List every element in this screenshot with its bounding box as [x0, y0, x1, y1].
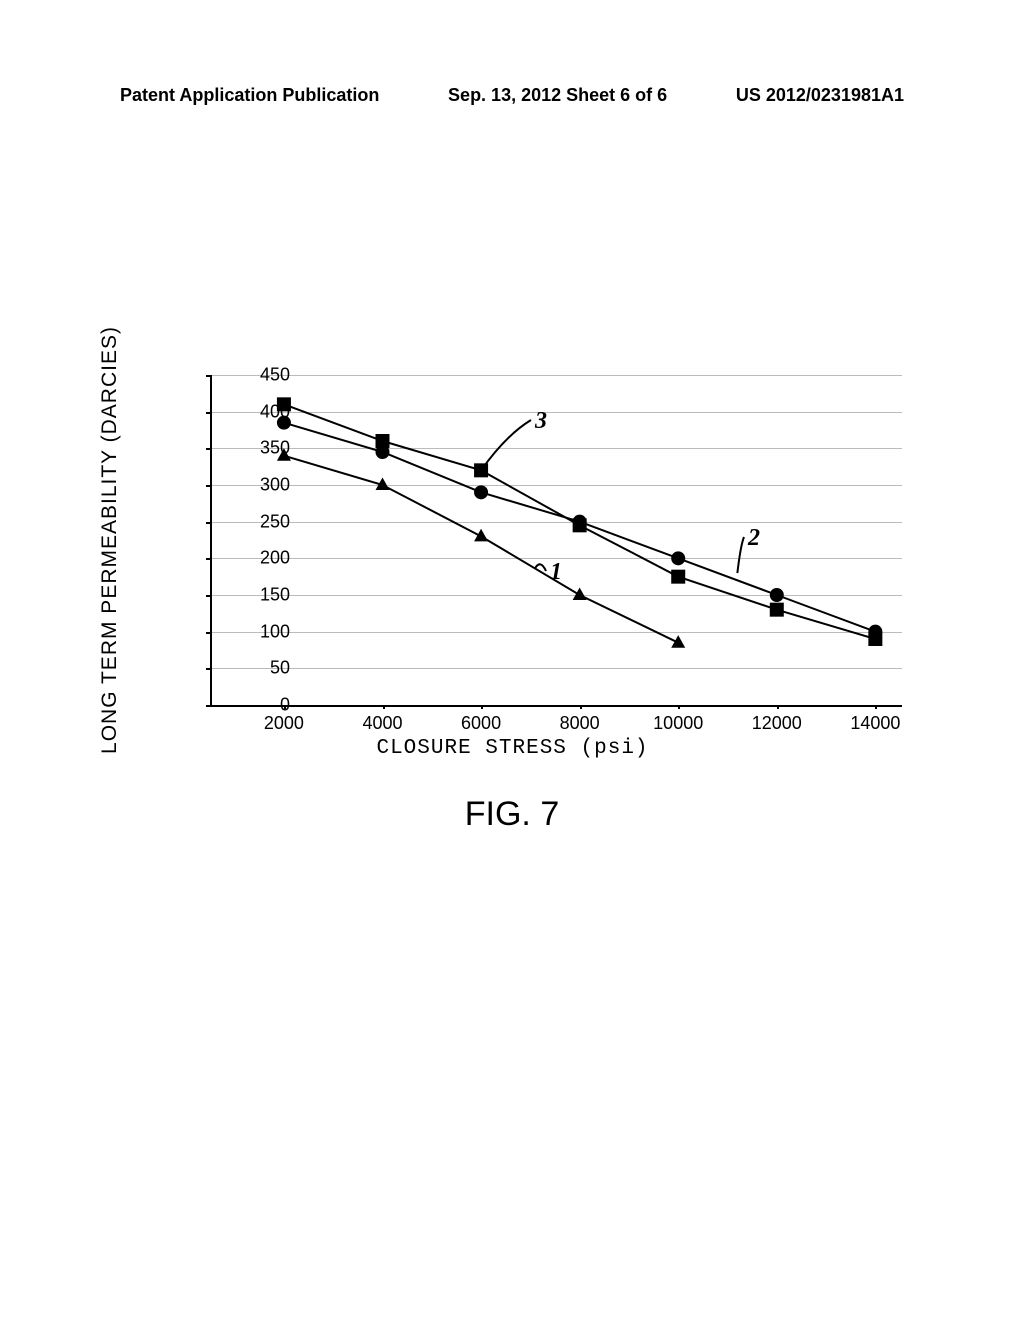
permeability-chart: LONG TERM PERMEABILITY (DARCIES) CLOSURE…	[125, 375, 900, 745]
xtick-label: 10000	[653, 713, 703, 734]
marker-square	[671, 570, 685, 584]
marker-triangle	[474, 529, 488, 542]
xtick-label: 6000	[461, 713, 501, 734]
xtick-mark	[678, 705, 680, 709]
callout-leader	[737, 537, 744, 573]
ytick-label: 50	[240, 658, 290, 679]
marker-circle	[770, 588, 784, 602]
chart-svg	[210, 375, 900, 705]
ytick-mark	[206, 375, 210, 377]
xtick-mark	[284, 705, 286, 709]
marker-square	[376, 434, 390, 448]
ytick-mark	[206, 485, 210, 487]
y-axis-label: LONG TERM PERMEABILITY (DARCIES)	[98, 326, 122, 754]
marker-circle	[474, 485, 488, 499]
marker-square	[573, 518, 587, 532]
marker-triangle	[573, 587, 587, 600]
xtick-label: 2000	[264, 713, 304, 734]
series-line-1	[284, 456, 678, 643]
xtick-mark	[875, 705, 877, 709]
ytick-label: 300	[240, 475, 290, 496]
xtick-label: 4000	[362, 713, 402, 734]
header-right: US 2012/0231981A1	[736, 85, 904, 106]
ytick-mark	[206, 558, 210, 560]
ytick-mark	[206, 632, 210, 634]
marker-square	[474, 463, 488, 477]
ytick-mark	[206, 595, 210, 597]
ytick-label: 400	[240, 401, 290, 422]
xtick-label: 14000	[850, 713, 900, 734]
ytick-mark	[206, 412, 210, 414]
xtick-mark	[383, 705, 385, 709]
marker-square	[770, 603, 784, 617]
xtick-label: 12000	[752, 713, 802, 734]
ytick-label: 200	[240, 548, 290, 569]
ytick-label: 350	[240, 438, 290, 459]
xtick-mark	[580, 705, 582, 709]
series-callout-3: 3	[535, 408, 547, 435]
ytick-label: 100	[240, 621, 290, 642]
marker-circle	[671, 551, 685, 565]
ytick-label: 450	[240, 365, 290, 386]
xtick-mark	[481, 705, 483, 709]
ytick-mark	[206, 448, 210, 450]
xtick-mark	[777, 705, 779, 709]
series-callout-1: 1	[550, 559, 562, 586]
ytick-mark	[206, 522, 210, 524]
callout-leader	[481, 420, 531, 470]
page-header: Patent Application Publication Sep. 13, …	[0, 85, 1024, 106]
x-axis-label: CLOSURE STRESS (psi)	[376, 737, 648, 760]
figure-label: FIG. 7	[465, 795, 559, 834]
header-left: Patent Application Publication	[120, 85, 379, 106]
xtick-label: 8000	[560, 713, 600, 734]
ytick-mark	[206, 668, 210, 670]
ytick-label: 250	[240, 511, 290, 532]
ytick-label: 150	[240, 585, 290, 606]
header-center: Sep. 13, 2012 Sheet 6 of 6	[448, 85, 667, 106]
series-callout-2: 2	[748, 525, 760, 552]
marker-square	[868, 632, 882, 646]
ytick-mark	[206, 705, 210, 707]
